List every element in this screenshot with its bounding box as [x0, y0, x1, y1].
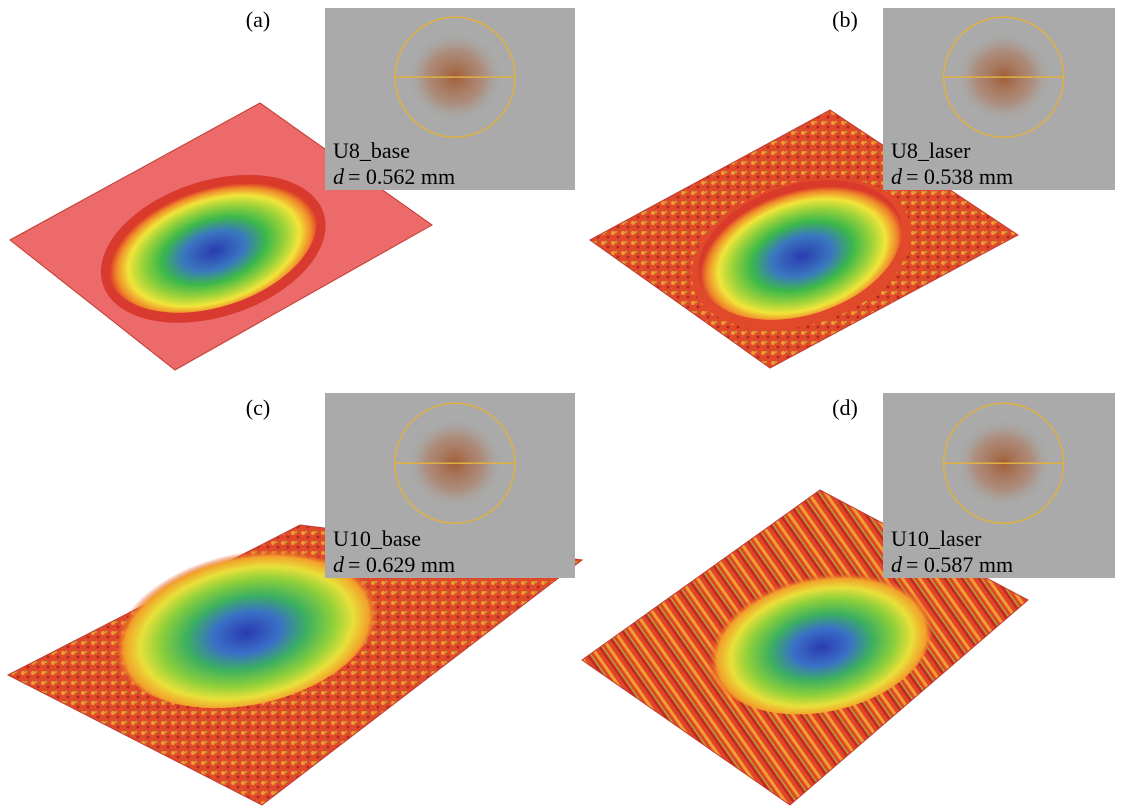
figure: (a)U8_based= 0.562 mm(b)U8_laserd= 0.538…	[0, 0, 1123, 812]
sample-name: U10_base	[333, 526, 421, 551]
diameter-value: = 0.538 mm	[906, 164, 1013, 189]
diameter-value: = 0.587 mm	[906, 552, 1013, 577]
diameter-value: = 0.562 mm	[348, 164, 455, 189]
diameter-text: d= 0.587 mm	[891, 552, 1013, 577]
diameter-text: d= 0.629 mm	[333, 552, 455, 577]
diameter-value: = 0.629 mm	[348, 552, 455, 577]
diameter-symbol: d	[891, 164, 903, 189]
diameter-text: d= 0.562 mm	[333, 164, 455, 189]
sample-name: U8_base	[333, 138, 410, 163]
diameter-text: d= 0.538 mm	[891, 164, 1013, 189]
sample-name: U8_laser	[891, 138, 971, 163]
diameter-symbol: d	[333, 164, 345, 189]
diameter-symbol: d	[891, 552, 903, 577]
panel-label: (b)	[832, 7, 858, 32]
diameter-symbol: d	[333, 552, 345, 577]
panel-label: (d)	[832, 395, 858, 420]
panel-label: (c)	[246, 395, 270, 420]
sample-name: U10_laser	[891, 526, 982, 551]
panel-label: (a)	[246, 7, 270, 32]
